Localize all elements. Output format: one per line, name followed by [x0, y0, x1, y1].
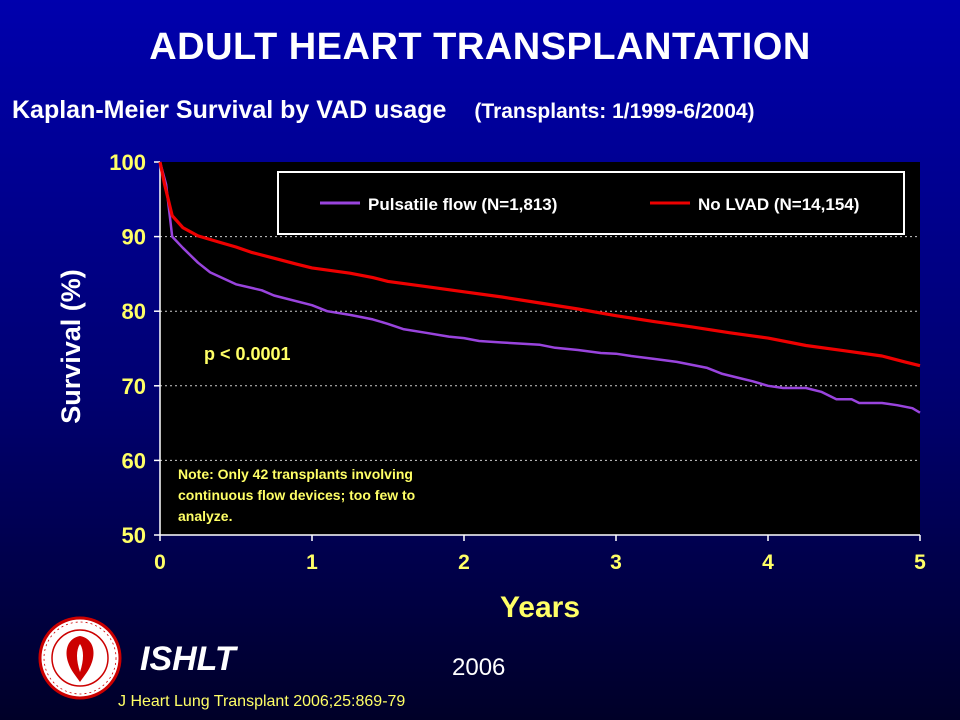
- x-tick-label: 1: [306, 551, 318, 574]
- slide-title: ADULT HEART TRANSPLANTATION: [149, 26, 811, 68]
- y-tick-label: 70: [122, 374, 146, 399]
- ishlt-seal-icon: [38, 616, 122, 700]
- slide-subtitle: Kaplan-Meier Survival by VAD usage (Trans…: [12, 96, 755, 125]
- p-value-annotation: p < 0.0001: [204, 344, 291, 364]
- y-tick-label: 100: [109, 150, 146, 175]
- x-tick-label: 2: [458, 551, 470, 574]
- legend-box: [277, 171, 905, 235]
- y-tick-label: 60: [122, 448, 146, 473]
- note-annotation-line: analyze.: [178, 508, 232, 524]
- y-tick-label: 80: [122, 299, 146, 324]
- x-tick-label: 5: [914, 551, 926, 574]
- org-label: ISHLT: [140, 640, 236, 678]
- x-tick-label: 4: [762, 551, 774, 574]
- x-tick-label: 0: [154, 551, 166, 574]
- year-label: 2006: [452, 654, 506, 681]
- subtitle-range: (Transplants: 1/1999-6/2004): [474, 100, 755, 123]
- x-axis-label: Years: [500, 591, 580, 624]
- x-tick-label: 3: [610, 551, 622, 574]
- note-annotation-line: Note: Only 42 transplants involving: [178, 466, 413, 482]
- legend-label: No LVAD (N=14,154): [698, 195, 859, 214]
- y-tick-label: 90: [122, 225, 146, 250]
- citation: J Heart Lung Transplant 2006;25:869-79: [118, 693, 406, 710]
- subtitle-main: Kaplan-Meier Survival by VAD usage: [12, 96, 447, 124]
- y-tick-label: 50: [122, 523, 146, 548]
- y-axis-label: Survival (%): [56, 269, 86, 424]
- note-annotation-line: continuous flow devices; too few to: [178, 487, 415, 503]
- legend-label: Pulsatile flow (N=1,813): [368, 195, 557, 214]
- series-line-pulsatile: [158, 161, 921, 414]
- series-line-no-lvad: [158, 161, 921, 368]
